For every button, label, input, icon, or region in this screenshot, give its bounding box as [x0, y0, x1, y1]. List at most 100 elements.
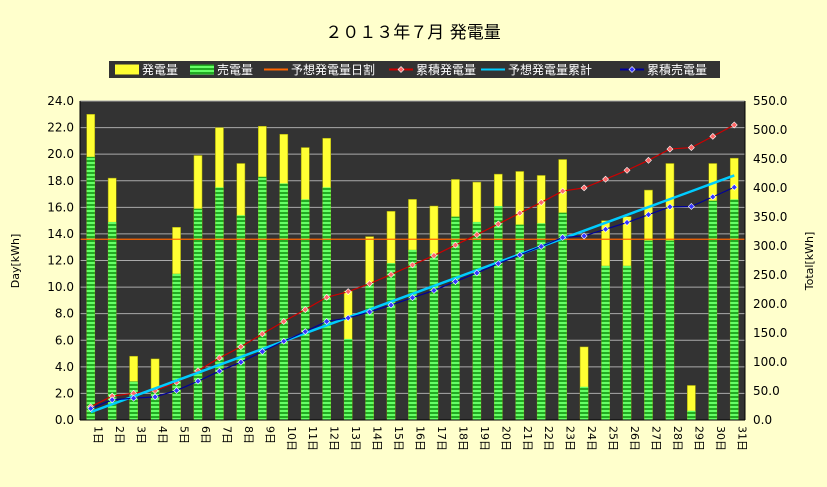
x-tick-label: 3日	[135, 426, 148, 444]
series-marker	[258, 348, 266, 355]
legend-label: 予想発電量日割	[291, 62, 375, 77]
chart-title: ２０１３年７月 発電量	[325, 23, 500, 43]
series-marker	[559, 187, 567, 195]
bar-sold	[708, 200, 717, 420]
x-tick-label: 13日	[349, 426, 362, 451]
axes: 0.0 2.0 4.0 6.0 8.0 10.0 12.0 14.0 16.0 18.0 20.0 2…	[47, 94, 787, 451]
x-tick-label: 17日	[435, 426, 448, 451]
series-marker	[623, 219, 631, 226]
series-marker	[709, 132, 717, 140]
series-marker	[666, 145, 674, 153]
x-tick-label: 20日	[499, 426, 512, 451]
x-tick-label: 14日	[371, 426, 384, 451]
bar-sold	[344, 338, 353, 420]
x-tick-label: 29日	[692, 426, 705, 451]
y-left-tick-label: 18.0	[47, 174, 74, 188]
x-tick-label: 27日	[649, 426, 662, 451]
x-tick-label: 24日	[585, 426, 598, 451]
legend-label: 売電量	[217, 62, 253, 77]
series-marker	[451, 278, 459, 285]
bar-sold	[215, 187, 224, 420]
bar-sold	[622, 265, 632, 420]
series-marker	[687, 203, 695, 210]
series-marker	[537, 199, 545, 206]
x-tick-label: 2日	[113, 426, 126, 444]
y-left-tick-label: 24.0	[47, 94, 74, 108]
series-marker	[709, 193, 717, 201]
bar-sold	[515, 224, 524, 420]
series-marker	[623, 166, 631, 174]
series-marker	[451, 241, 459, 249]
y-left-tick-label: 2.0	[55, 386, 74, 400]
x-tick-label: 7日	[220, 426, 233, 444]
legend-marker	[628, 66, 636, 73]
x-tick-label: 26日	[628, 426, 641, 451]
series-marker	[516, 251, 524, 259]
series-marker	[323, 318, 331, 325]
y-right-tick-label: 100.0	[753, 355, 787, 369]
bar-sold	[172, 273, 181, 420]
bar-sold	[472, 221, 481, 420]
bar-sold	[408, 249, 417, 420]
x-tick-label: 28日	[671, 426, 684, 451]
series-marker	[280, 337, 288, 345]
series-marker	[580, 232, 588, 240]
series-marker	[151, 393, 159, 401]
series-marker	[430, 287, 438, 294]
bar-sold	[580, 386, 589, 420]
y-right-tick-label: 350.0	[753, 210, 787, 224]
legend-box	[109, 61, 720, 78]
series-marker	[323, 293, 331, 301]
series-marker	[280, 318, 288, 325]
legend-swatch	[190, 64, 214, 75]
y-right-tick-label: 150.0	[753, 326, 787, 340]
x-tick-label: 23日	[564, 426, 577, 451]
x-tick-label: 18日	[456, 426, 469, 451]
series-marker	[580, 184, 588, 192]
series-marker	[409, 261, 416, 269]
series-marker	[194, 377, 202, 385]
x-tick-label: 8日	[242, 426, 255, 444]
x-tick-label: 16日	[414, 426, 427, 451]
series-marker	[237, 358, 245, 366]
series-marker	[130, 394, 138, 402]
legend-marker	[397, 66, 405, 73]
y-right-tick-label: 250.0	[753, 268, 787, 282]
bar-sold	[236, 215, 245, 420]
x-tick-label: 21日	[521, 426, 534, 451]
series-marker	[258, 330, 266, 338]
y-left-tick-label: 22.0	[47, 121, 74, 135]
series-marker	[430, 252, 438, 259]
x-tick-label: 11日	[306, 426, 319, 451]
x-tick-label: 30日	[714, 426, 727, 451]
bar-sold	[322, 187, 331, 420]
series-marker	[645, 211, 652, 219]
series-marker	[216, 367, 223, 375]
y-left-tick-label: 8.0	[55, 307, 74, 321]
bar-sold	[730, 199, 739, 420]
y-axis-right-label: Total[kWh]	[803, 232, 816, 292]
series-marker	[666, 203, 674, 211]
x-tick-label: 31日	[735, 426, 748, 451]
y-left-tick-label: 6.0	[55, 333, 74, 347]
series-marker	[237, 343, 245, 351]
series-marker	[108, 396, 116, 404]
legend-swatch	[115, 64, 139, 75]
y-left-tick-label: 4.0	[55, 360, 74, 374]
bar-sold	[601, 265, 610, 420]
series-marker	[602, 175, 609, 183]
y-right-tick-label: 550.0	[753, 94, 787, 108]
series-marker	[494, 260, 502, 267]
bar-sold	[193, 208, 203, 420]
x-tick-label: 4日	[156, 426, 169, 444]
x-tick-label: 6日	[199, 426, 212, 444]
bar-sold	[86, 156, 95, 420]
series-marker	[387, 301, 395, 309]
y-right-tick-label: 300.0	[753, 239, 787, 253]
y-left-tick-label: 12.0	[47, 254, 74, 268]
y-right-tick-label: 450.0	[753, 152, 787, 166]
y-right-tick-label: 400.0	[753, 181, 787, 195]
series-marker	[301, 328, 309, 336]
series-marker	[387, 271, 395, 278]
